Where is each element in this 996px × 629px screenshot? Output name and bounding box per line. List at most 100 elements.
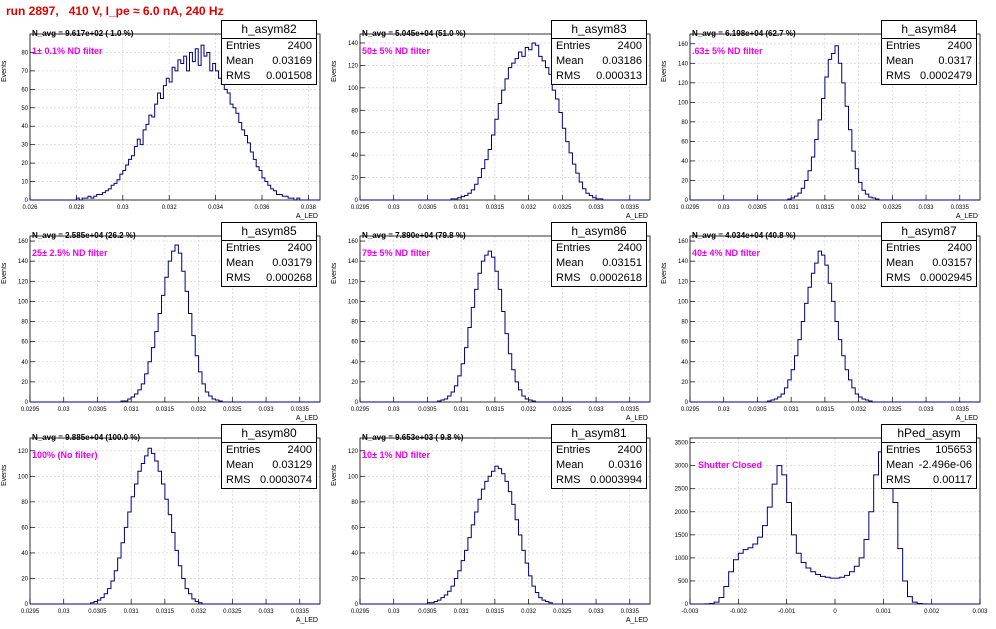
histogram-bin: [845, 370, 848, 402]
x-tick-label: 0.031: [124, 609, 140, 615]
histogram-bin: [508, 492, 511, 604]
histogram-bin: [485, 160, 488, 200]
histogram-bin: [478, 178, 481, 200]
y-tick-label: 100: [18, 299, 29, 305]
histogram-bin: [165, 499, 168, 604]
histogram-bin: [724, 586, 729, 604]
histogram-bin: [498, 469, 501, 604]
histogram-bin: [818, 251, 821, 402]
histogram-bin: [738, 553, 743, 604]
histogram-bin: [758, 537, 763, 604]
x-tick-label: 0.03: [388, 609, 400, 615]
stats-value: 2400: [948, 241, 972, 256]
y-tick-label: 0: [25, 602, 29, 608]
x-tick-label: 0.032: [851, 205, 867, 211]
histogram-bin: [230, 104, 233, 200]
histogram-bin: [734, 560, 739, 604]
histogram-bin: [505, 481, 508, 604]
histogram-name: h_asym83: [552, 21, 646, 39]
n-avg-label: N_avg = 7.890e+04 (79.8 %): [362, 231, 466, 240]
stats-label: RMS: [886, 271, 910, 286]
x-tick-label: 0.034: [208, 205, 224, 211]
histogram-bin: [572, 164, 575, 200]
histogram-bin: [128, 512, 131, 604]
histogram-bin: [801, 322, 804, 402]
x-tick-label: 0.028: [69, 205, 85, 211]
filter-annotation: 10± 1% ND filter: [362, 450, 430, 460]
y-tick-label: 140: [678, 61, 689, 67]
y-tick-label: 20: [351, 176, 358, 182]
x-tick-label: 0.0335: [291, 609, 310, 615]
x-tick-label: 0.001: [876, 609, 892, 615]
y-tick-label: 140: [348, 41, 359, 47]
stats-label: Entries: [886, 39, 920, 54]
histogram-bins: [788, 46, 879, 200]
stats-value: 0.000268: [266, 271, 312, 286]
stats-value: 105653: [935, 443, 972, 458]
histogram-bin: [481, 169, 484, 200]
y-tick-label: 30: [21, 143, 28, 149]
y-tick-label: 140: [18, 259, 29, 265]
histogram-bin: [155, 461, 158, 604]
histogram-bin: [777, 466, 782, 604]
histogram-bin: [545, 68, 548, 200]
stats-value: 2400: [288, 443, 312, 458]
histogram-bin: [454, 578, 457, 604]
x-axis-label: A_LED: [296, 415, 318, 422]
histogram-bin: [559, 113, 562, 200]
stats-value: 2400: [948, 39, 972, 54]
x-tick-label: 0.036: [254, 205, 270, 211]
x-tick-label: 0.0305: [418, 609, 437, 615]
histogram-bin: [495, 466, 498, 604]
histogram-bin: [465, 196, 468, 200]
stats-label: Mean: [556, 54, 584, 69]
stats-label: Entries: [886, 241, 920, 256]
histogram-bin: [795, 356, 798, 402]
stats-label: RMS: [886, 473, 910, 488]
histogram-bin: [478, 499, 481, 604]
y-tick-label: 40: [351, 551, 358, 557]
y-tick-label: 40: [681, 360, 688, 366]
histogram-bin: [182, 271, 185, 402]
run-title: run 2897, 410 V, I_pe ≈ 6.0 nA, 240 Hz: [6, 4, 224, 18]
histogram-bin: [204, 56, 207, 200]
histogram-bin: [148, 362, 151, 402]
x-tick-label: 0.032: [521, 609, 537, 615]
histogram-bin: [190, 52, 193, 200]
histogram-bin: [579, 182, 582, 200]
histogram-bin: [207, 52, 210, 200]
stats-label: Mean: [886, 256, 914, 271]
y-tick-label: 80: [21, 50, 28, 56]
histogram-bin: [158, 471, 161, 604]
y-tick-label: 40: [351, 153, 358, 159]
y-tick-label: 20: [681, 380, 688, 386]
x-tick-label: 0.0325: [553, 609, 572, 615]
stats-value: 0.03179: [272, 256, 312, 271]
x-tick-label: 0.0325: [553, 205, 572, 211]
stats-value: 0.03186: [602, 54, 642, 69]
x-tick-label: 0.031: [784, 407, 800, 413]
histogram-bin: [256, 167, 259, 200]
histogram-bin: [199, 372, 202, 402]
histogram-bin: [522, 396, 525, 402]
histogram-bin: [859, 558, 864, 604]
histogram-bin: [227, 93, 230, 200]
histogram-bin: [185, 589, 188, 604]
histogram-bin: [828, 59, 831, 200]
histogram-bin: [522, 550, 525, 604]
stats-label: Entries: [226, 443, 260, 458]
y-axis-label: Events: [331, 263, 338, 284]
y-tick-label: 1500: [675, 533, 689, 539]
histogram-bin: [121, 543, 124, 604]
histogram-bin: [801, 563, 806, 605]
n-avg-label: N_avg = 2.585e+04 (26.2 %): [32, 231, 136, 240]
x-tick-label: 0.0305: [748, 407, 767, 413]
histogram-bin: [132, 156, 135, 200]
x-tick-label: 0.0325: [553, 407, 572, 413]
stats-row-mean: Mean 0.03186: [552, 54, 646, 69]
